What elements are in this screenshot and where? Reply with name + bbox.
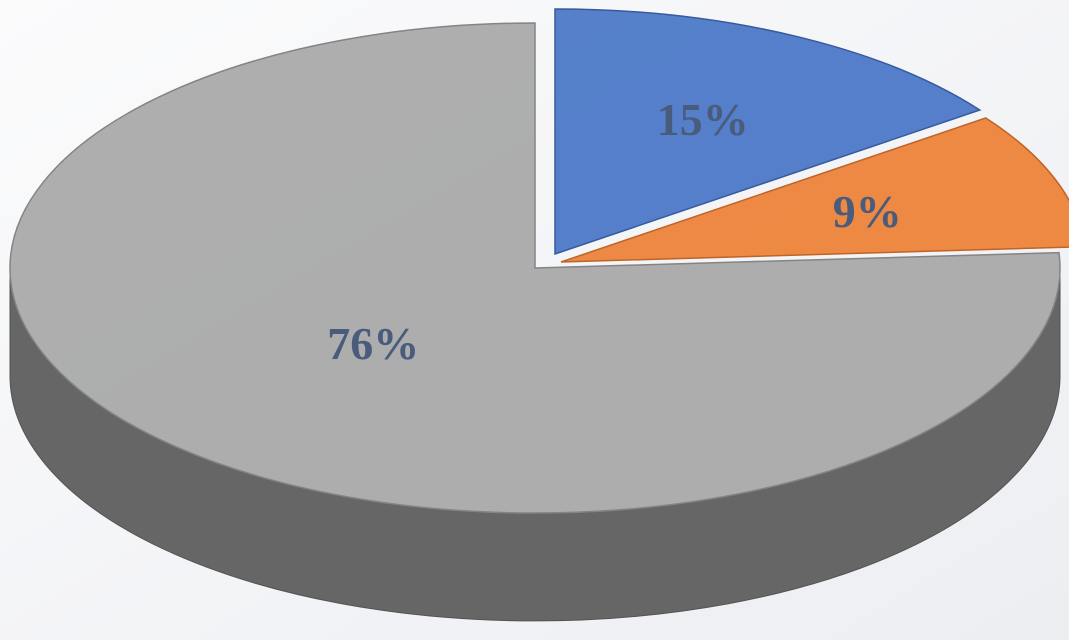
slice	[9, 22, 1061, 514]
slice	[560, 117, 1069, 263]
data-label: 76%	[327, 318, 419, 369]
data-label: 15%	[657, 94, 749, 145]
pie-labels: 15% 9% 76%	[327, 94, 901, 369]
slice	[554, 8, 982, 256]
pie-tops	[9, 8, 1069, 514]
data-label: 9%	[833, 186, 902, 237]
